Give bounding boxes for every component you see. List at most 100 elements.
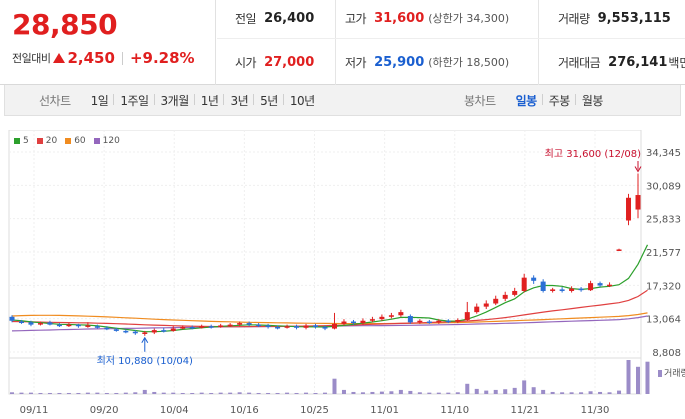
candle-body [464,312,470,320]
candle-body [303,325,309,328]
volume-bar [266,392,271,394]
candle-body [360,320,366,324]
x-tick-label: 10/25 [300,405,329,416]
legend-swatch [65,138,72,144]
candle-body [123,330,129,333]
volume-bar [588,391,593,394]
candle-body [512,290,518,295]
volume-bar [351,391,356,394]
legend-swatch [93,138,100,144]
volume-bar [427,392,432,394]
change-row: 전일대비 2,450 +9.28% [12,49,195,67]
volume-bar [323,392,327,394]
stock-chart: 5 20 60 120 34,345 30,089 25,833 21,577 17,3… [0,129,685,419]
y-tick-label: 25,833 [646,215,681,226]
x-tick-label: 11/30 [581,405,610,416]
candle-body [104,327,110,330]
stat-label: 고가 [345,11,367,26]
volume-bar [152,391,157,394]
volume-bar [626,360,631,394]
volume-bar [341,389,346,394]
stat-open: 시가 27,000 [235,52,314,72]
volume-bar [617,390,622,394]
x-tick-label: 11/21 [510,405,539,416]
tab-3y[interactable]: 3년 [223,92,254,109]
candle-body [493,298,499,304]
legend-swatch [36,138,43,144]
volume-bar [95,392,100,394]
quote-summary: 28,850 전일대비 2,450 +9.28% 전일 26,400 고가 31… [0,0,685,85]
volume-bar [579,392,584,394]
tab-1d[interactable]: 1일 [90,94,109,108]
candle-body [256,324,262,327]
candle-body [237,323,243,325]
candle-body [445,320,451,323]
volume-bar [66,392,71,394]
x-tick-label: 09/20 [90,405,119,416]
line-chart-title[interactable]: 선차트 [39,94,71,108]
tab-daily[interactable]: 일봉 [515,94,538,108]
tab-5y[interactable]: 5년 [253,92,284,109]
candle-body [502,294,508,299]
y-tick-label: 13,064 [646,315,681,326]
chart-legend: 5 20 60 120 [14,136,128,146]
candle-body [18,321,24,324]
change-label: 전일대비 [12,52,51,65]
volume-bar [503,389,508,394]
volume-label: 거래량 [664,367,685,379]
chart-tab-bar: 선차트 1일 1주일 3개월 1년 3년 5년 10년 봉차트 일봉 주봉 월봉 [4,85,681,116]
volume-bar [484,390,489,394]
volume-bar [560,392,565,394]
candle-body [9,316,15,321]
candle-body [388,315,394,317]
volume-bar [218,392,223,394]
candle-body [85,325,91,327]
candle-body [313,325,319,328]
volume-bar [465,383,470,394]
stat-label: 시가 [235,55,257,70]
stat-trade-value: 거래대금 276,141 백만 [558,52,685,72]
candle-body [569,288,575,291]
candle-body [426,321,432,324]
candle-body [47,322,53,325]
candle-body [28,322,34,325]
y-tick-label: 34,345 [646,148,681,159]
low-arrow-head [141,336,149,344]
candle-body [113,329,119,331]
stat-label: 저가 [345,55,367,70]
tab-weekly[interactable]: 주봉 [541,92,576,109]
stat-value: 27,000 [264,54,315,70]
candle-body [350,321,356,324]
tab-1y[interactable]: 1년 [193,92,225,109]
volume-bar [636,366,640,394]
tab-10y[interactable]: 10년 [282,92,321,109]
volume-bar [38,392,43,394]
candle-chart-title[interactable]: 봉차트 [464,94,496,108]
volume-bar [389,391,394,394]
volume-bar [569,392,574,394]
volume-bar [512,387,517,394]
x-tick-label: 09/11 [20,405,49,416]
candle-body [550,289,556,291]
stat-low: 저가 25,900 (하한가 18,500) [345,52,509,72]
stat-value: 26,400 [264,10,315,26]
stat-label: 거래량 [558,11,590,26]
candle-body [607,284,613,287]
divider [121,51,123,65]
volume-bar [360,392,365,394]
candle-body [436,320,442,323]
volume-bar [228,392,233,394]
tab-1w[interactable]: 1주일 [113,92,154,109]
candle-body [540,281,546,291]
volume-bar [550,391,555,394]
y-tick-label: 30,089 [646,181,681,192]
tab-monthly[interactable]: 월봉 [574,92,609,109]
legend-label: 60 [74,136,86,146]
tab-3m[interactable]: 3개월 [153,92,195,109]
divider [538,0,539,85]
volume-bar [10,392,14,394]
legend-label: 120 [102,136,120,146]
stat-high: 고가 31,600 (상한가 34,300) [345,8,509,28]
candle-body [218,325,224,328]
volume-bar [455,392,460,394]
